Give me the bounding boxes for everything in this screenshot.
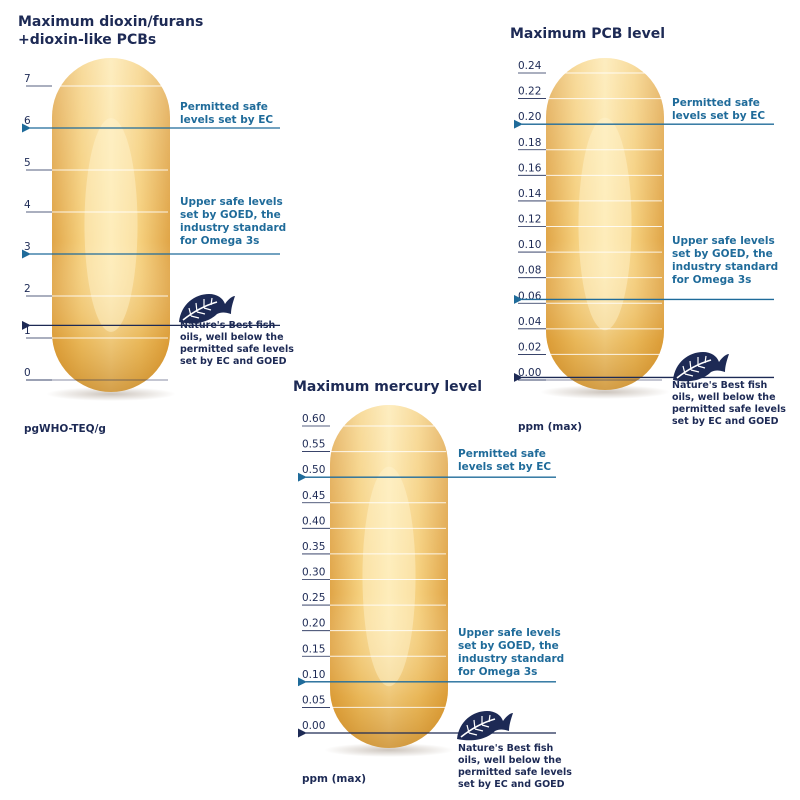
- goed-annotation: for Omega 3s: [180, 235, 259, 247]
- natures-best-annotation: permitted safe levels: [180, 344, 294, 355]
- ec-annotation: Permitted safe: [672, 97, 760, 109]
- tick-label: 0.08: [518, 265, 541, 277]
- tick-label: 0.02: [518, 341, 541, 353]
- tick-label: 0.40: [302, 515, 325, 527]
- tick-label: 0.06: [518, 290, 542, 302]
- capsule-shadow: [46, 387, 176, 401]
- natures-best-annotation: set by EC and GOED: [458, 779, 565, 790]
- ec-annotation: levels set by EC: [180, 114, 273, 126]
- natures-best-annotation: permitted safe levels: [458, 767, 572, 778]
- tick-label: 0.14: [518, 188, 542, 200]
- tick-label: 0.22: [518, 86, 541, 98]
- goed-annotation: industry standard: [180, 222, 286, 234]
- goed-annotation: for Omega 3s: [672, 274, 751, 286]
- tick-label: 0.00: [518, 367, 541, 379]
- goed-annotation: set by GOED, the: [458, 640, 559, 652]
- capsule-shade: [52, 58, 170, 392]
- tick-label: 0: [24, 367, 31, 379]
- tick-label: 3: [24, 241, 31, 253]
- natures-best-annotation: Nature's Best fish: [672, 380, 768, 391]
- unit-label: pgWHO-TEQ/g: [24, 423, 106, 435]
- dioxin-chart: 0 1 2 3 4 5 6 7 Maximum dioxin/furans +dioxin-lik…: [18, 14, 294, 435]
- goed-annotation: industry standard: [458, 653, 564, 665]
- leaf-fish-icon: [178, 293, 236, 325]
- tick-label: 0.60: [302, 413, 325, 425]
- tick-label: 0.24: [518, 60, 542, 72]
- leaf-fish-icon: [456, 710, 514, 742]
- tick-label: 0.10: [302, 669, 325, 681]
- mercury-chart: 0.00 0.05 0.10 0.15 0.20 0.25 0.30 0.35 0.40 0.45…: [293, 379, 572, 790]
- tick-label: 0.04: [518, 316, 542, 328]
- capsule-shadow: [540, 385, 670, 399]
- goed-annotation: Upper safe levels: [672, 235, 775, 247]
- tick-label: 0.15: [302, 643, 325, 655]
- chart-title: +dioxin-like PCBs: [18, 32, 156, 48]
- ec-annotation: levels set by EC: [672, 110, 765, 122]
- natures-best-annotation: Nature's Best fish: [458, 743, 554, 754]
- tick-label: 0.00: [302, 720, 325, 732]
- tick-label: 0.16: [518, 162, 542, 174]
- tick-label: 0.20: [518, 111, 541, 123]
- goed-annotation: industry standard: [672, 261, 778, 273]
- capsule-shadow: [324, 743, 454, 757]
- chart-title: Maximum mercury level: [293, 379, 482, 395]
- goed-annotation: Upper safe levels: [458, 627, 561, 639]
- natures-best-annotation: oils, well below the: [672, 392, 776, 403]
- tick-label: 0.50: [302, 464, 325, 476]
- tick-label: 0.12: [518, 214, 541, 226]
- capsule-shade: [546, 58, 664, 390]
- tick-label: 0.30: [302, 567, 325, 579]
- tick-label: 1: [24, 325, 31, 337]
- tick-label: 0.20: [302, 618, 325, 630]
- unit-label: ppm (max): [302, 773, 366, 785]
- capsule-shade: [330, 405, 448, 748]
- tick-label: 4: [24, 199, 31, 211]
- capsule-highlight: [578, 117, 632, 331]
- unit-label: ppm (max): [518, 421, 582, 433]
- goed-annotation: Upper safe levels: [180, 196, 283, 208]
- capsule-highlight: [84, 118, 138, 332]
- tick-label: 5: [24, 157, 31, 169]
- capsule-highlight: [362, 466, 416, 687]
- tick-label: 0.05: [302, 694, 325, 706]
- natures-best-annotation: oils, well below the: [458, 755, 562, 766]
- tick-label: 0.45: [302, 490, 325, 502]
- chart-title: Maximum PCB level: [510, 26, 665, 42]
- chart-title: Maximum dioxin/furans: [18, 14, 203, 30]
- goed-annotation: set by GOED, the: [180, 209, 281, 221]
- tick-label: 0.10: [518, 239, 541, 251]
- goed-annotation: for Omega 3s: [458, 666, 537, 678]
- natures-best-annotation: set by EC and GOED: [180, 356, 287, 367]
- ec-annotation: Permitted safe: [180, 101, 268, 113]
- goed-annotation: set by GOED, the: [672, 248, 773, 260]
- ec-annotation: levels set by EC: [458, 461, 551, 473]
- natures-best-annotation: set by EC and GOED: [672, 416, 779, 427]
- ec-annotation: Permitted safe: [458, 448, 546, 460]
- natures-best-annotation: permitted safe levels: [672, 404, 786, 415]
- tick-label: 7: [24, 73, 31, 85]
- natures-best-annotation: Nature's Best fish: [180, 320, 276, 331]
- pcb-chart: 0.00 0.02 0.04 0.06 0.08 0.10 0.12 0.14 0.16 0.18…: [510, 26, 786, 433]
- tick-label: 0.25: [302, 592, 325, 604]
- tick-label: 0.35: [302, 541, 325, 553]
- natures-best-annotation: oils, well below the: [180, 332, 284, 343]
- tick-label: 2: [24, 283, 31, 295]
- tick-label: 0.18: [518, 137, 541, 149]
- tick-label: 0.55: [302, 439, 325, 451]
- tick-label: 6: [24, 115, 31, 127]
